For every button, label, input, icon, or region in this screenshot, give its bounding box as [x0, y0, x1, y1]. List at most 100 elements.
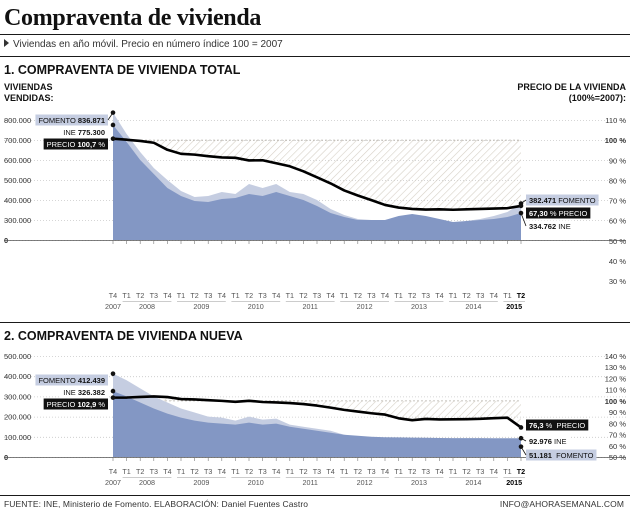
fomento-start-dot: [110, 110, 116, 115]
price-start-dot: [110, 395, 116, 400]
x-tick-label: T2: [462, 467, 470, 476]
x-tick-label: T3: [422, 291, 430, 300]
x-tick-label: T3: [150, 291, 158, 300]
x-tick-label: T1: [340, 291, 348, 300]
price-end-label-text-0: 67,30: [529, 209, 548, 218]
ine-start-label-text-1: 775.300: [78, 128, 105, 137]
fomento-start-label-box: [35, 374, 108, 386]
x-tick-label: T4: [326, 291, 334, 300]
fomento-start-label-box: [35, 114, 108, 126]
price-start-label-box: [43, 138, 108, 150]
y-tick-right: 110 %: [605, 116, 626, 125]
x-tick-label: T2: [408, 291, 416, 300]
y-tick-left: 400.000: [4, 372, 31, 381]
ine-end-label-text-0: 92.976: [529, 437, 552, 446]
fomento-start-label-text-1: 836.871: [78, 116, 105, 125]
year-label: 2008: [139, 302, 155, 311]
new-sales-chart: 2. COMPRAVENTA DE VIVIENDA NUEVA 500.000 4…: [4, 329, 627, 487]
y-tick-right: 30 %: [609, 277, 626, 286]
price-start-label-box: [43, 398, 108, 410]
page-title: Compraventa de vivienda: [4, 5, 262, 31]
title-divider: [0, 34, 630, 35]
ine-end-label-text-0: 334.762: [529, 222, 556, 231]
x-tick-label: T4: [381, 467, 389, 476]
y-tick-left: 100.000: [4, 433, 31, 442]
ine-end-label-box: [526, 435, 570, 447]
y-tick-right: 60 %: [609, 217, 626, 226]
price-start-label-text-2: %: [98, 140, 105, 149]
price-start-dot: [110, 136, 116, 142]
x-tick-label: T3: [422, 467, 430, 476]
footer-divider: [0, 495, 630, 496]
footer-source: FUENTE: INE, Ministerio de Fomento. ELAB…: [4, 499, 309, 509]
x-tick-label: T2: [408, 467, 416, 476]
ine-area: [113, 124, 521, 240]
y-tick-right: 40 %: [609, 257, 626, 266]
x-tick-label: T2: [299, 291, 307, 300]
price-start-label-text-1: 102,9: [77, 400, 96, 409]
x-tick-label: T2: [517, 291, 525, 300]
y-tick-left: 400.000: [4, 196, 31, 205]
year-label: 2008: [139, 478, 155, 487]
y-tick-left: 800.000: [4, 116, 31, 125]
price-end-label-box: [526, 419, 589, 431]
year-label: 2013: [411, 302, 427, 311]
y-tick-right: 90 %: [609, 156, 626, 165]
year-label: 2011: [302, 478, 317, 487]
x-tick-label: T3: [367, 467, 375, 476]
x-tick-label: T2: [462, 291, 470, 300]
price-end-label-text-2: PRECIO: [557, 421, 586, 430]
x-tick-label: T1: [177, 467, 185, 476]
x-tick-label: T1: [286, 467, 294, 476]
x-tick-label: T3: [204, 467, 212, 476]
play-arrow-icon: [4, 39, 9, 47]
x-tick-label: T3: [367, 291, 375, 300]
y-tick-right: 110 %: [605, 386, 626, 395]
x-tick-label: T4: [435, 291, 443, 300]
x-tick-label: T2: [190, 291, 198, 300]
y-tick-right: 60 %: [609, 442, 626, 451]
price-start-label-text-1: 100,7: [77, 140, 96, 149]
x-tick-label: T2: [136, 291, 144, 300]
x-tick-label: T4: [163, 467, 171, 476]
x-tick-label: T4: [272, 467, 280, 476]
x-tick-label: T2: [354, 291, 362, 300]
price-end-dot: [518, 425, 524, 430]
y-tick-right: 100 %: [605, 397, 627, 406]
x-tick-label: T1: [503, 291, 511, 300]
ine-end-label-text-1: INE: [558, 222, 571, 231]
ine-start-dot: [110, 388, 116, 394]
price-gap-hatch: [113, 396, 521, 428]
x-tick-label: T2: [245, 291, 253, 300]
footer-contact: INFO@AHORASEMANAL.COM: [499, 499, 624, 509]
y-tick-left: 500.000: [4, 352, 31, 361]
x-tick-label: T1: [394, 291, 402, 300]
year-label: 2015: [506, 302, 522, 311]
year-label: 2015: [506, 478, 522, 487]
fomento-end-label-text-0: 382.471: [529, 196, 556, 205]
x-tick-label: T2: [136, 467, 144, 476]
x-tick-label: T4: [218, 467, 226, 476]
fomento-start-dot: [110, 371, 116, 376]
y-tick-left: 500.000: [4, 176, 31, 185]
price-end-label-text-1: %: [550, 209, 557, 218]
ine-start-label-text-0: INE: [63, 388, 76, 397]
y-axis-right-title-line-1: PRECIO DE LA VIVIENDA: [517, 82, 626, 92]
ine-end-label-box: [526, 220, 574, 232]
year-label: 2009: [193, 302, 209, 311]
x-tick-label: T1: [394, 467, 402, 476]
subtitle-text: Viviendas en año móvil. Precio en número…: [13, 39, 283, 50]
x-tick-label: T1: [122, 467, 130, 476]
x-tick-label: T4: [163, 291, 171, 300]
x-tick-label: T4: [109, 291, 117, 300]
price-start-label-text-0: PRECIO: [47, 400, 76, 409]
section-title: 2. COMPRAVENTA DE VIVIENDA NUEVA: [4, 329, 243, 343]
fomento-start-label-text-0: FOMENTO: [38, 376, 76, 385]
ine-end-dot: [518, 210, 524, 216]
year-label: 2012: [357, 302, 373, 311]
y-tick-left: 300.000: [4, 392, 31, 401]
x-tick-label: T3: [313, 467, 321, 476]
ine-area: [113, 391, 521, 457]
price-end-label-box: [526, 207, 591, 219]
x-tick-label: T1: [177, 291, 185, 300]
